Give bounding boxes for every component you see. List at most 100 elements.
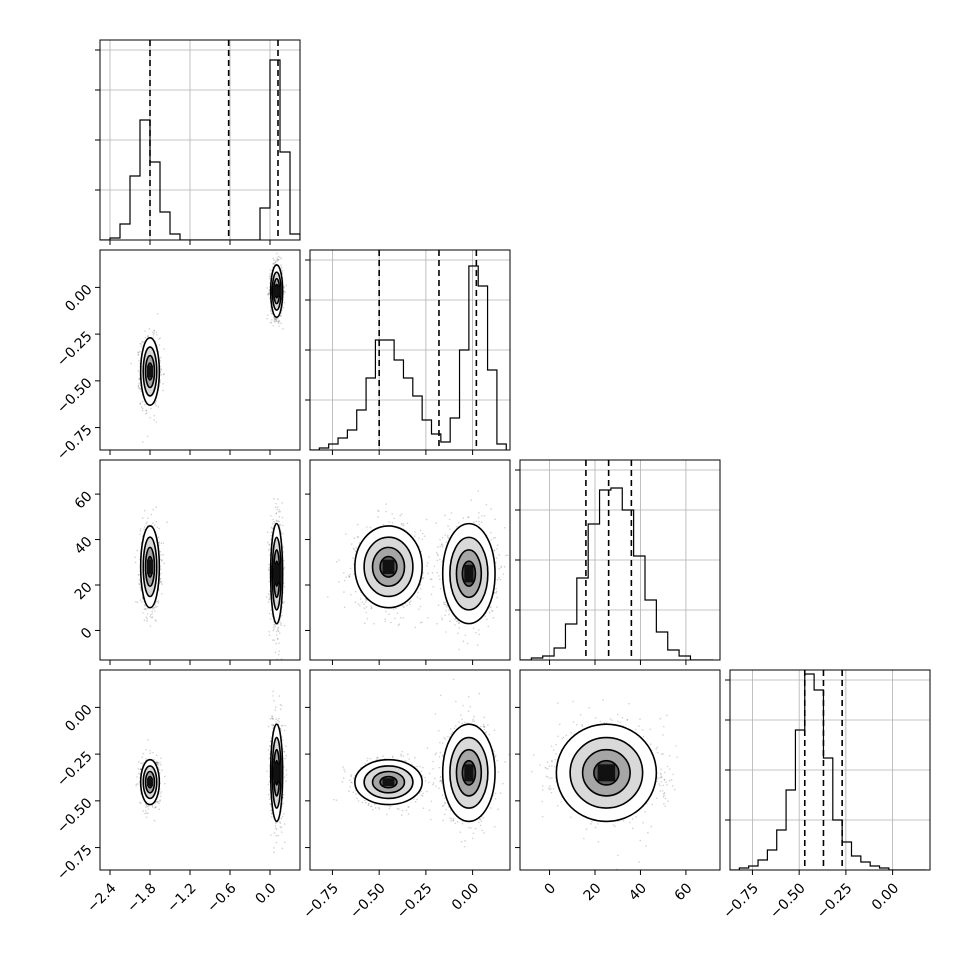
sample-point: [139, 402, 142, 405]
sample-point: [417, 591, 419, 594]
sample-point: [139, 533, 141, 536]
hist-panel-4: [725, 669, 931, 875]
sample-point: [158, 337, 160, 340]
sample-point: [272, 518, 274, 521]
sample-point: [159, 360, 162, 362]
sample-point: [409, 603, 411, 606]
sample-point: [156, 526, 159, 528]
sample-point: [283, 290, 286, 293]
sample-point: [274, 318, 276, 320]
sample-point: [282, 306, 285, 309]
sample-point: [160, 560, 163, 562]
sample-point: [275, 634, 278, 636]
sample-point: [275, 318, 277, 321]
sample-point: [155, 600, 158, 603]
sample-point: [139, 586, 142, 589]
sample-point: [139, 387, 142, 390]
contour-line-2: [271, 536, 282, 611]
sample-point: [271, 319, 273, 321]
sample-point: [157, 600, 160, 602]
sample-point: [268, 569, 270, 572]
sample-point: [138, 583, 141, 586]
sample-point: [145, 409, 148, 412]
sample-point: [270, 609, 273, 611]
sample-point: [283, 301, 286, 304]
sample-point: [138, 360, 140, 362]
sample-point: [139, 388, 142, 391]
sample-point: [142, 611, 144, 614]
sample-point: [433, 565, 436, 568]
sample-point: [438, 558, 441, 561]
sample-point: [276, 520, 278, 523]
sample-point: [143, 509, 146, 512]
sample-point: [160, 369, 163, 371]
sample-point: [274, 261, 276, 264]
sample-point: [145, 412, 148, 414]
sample-point: [277, 653, 280, 656]
sample-point: [445, 631, 447, 633]
sample-point: [365, 606, 368, 608]
sample-point: [144, 413, 147, 415]
histogram-1: [100, 59, 300, 240]
sample-point: [159, 337, 161, 339]
sample-point: [279, 523, 281, 526]
sample-point: [352, 547, 355, 550]
sample-point: [146, 435, 149, 438]
sample-point: [365, 611, 368, 614]
sample-point: [155, 506, 157, 509]
sample-point: [267, 293, 270, 295]
sample-point: [366, 526, 368, 528]
sample-point: [397, 624, 400, 627]
sample-point: [391, 521, 394, 524]
sample-point: [159, 558, 162, 561]
sample-point: [152, 336, 155, 339]
sample-point: [272, 262, 275, 265]
sample-point: [369, 526, 372, 529]
sample-point: [422, 532, 424, 535]
sample-point: [154, 604, 156, 606]
sample-point: [146, 521, 148, 523]
sample-point: [268, 289, 271, 291]
sample-point: [140, 345, 143, 347]
sample-point: [274, 624, 276, 626]
contour-line-1: [269, 522, 284, 625]
sample-point: [378, 510, 380, 513]
panel-grid: [95, 286, 271, 455]
sample-point: [402, 524, 405, 527]
sample-point: [266, 293, 269, 296]
sample-point: [143, 608, 146, 610]
sample-point: [159, 577, 162, 580]
sample-point: [419, 605, 422, 608]
sample-point: [377, 516, 379, 518]
sample-point: [363, 622, 366, 625]
sample-point: [276, 506, 279, 508]
sample-point: [265, 596, 268, 598]
sample-point: [157, 406, 160, 408]
sample-point: [394, 617, 396, 620]
sample-point: [395, 607, 397, 610]
sample-point: [141, 601, 143, 603]
sample-point: [385, 503, 387, 505]
sample-point: [388, 613, 390, 616]
sample-point: [357, 603, 360, 605]
sample-point: [154, 402, 156, 405]
sample-point: [266, 531, 269, 534]
sample-point: [162, 542, 165, 544]
sample-point: [266, 314, 269, 317]
sample-point: [276, 257, 279, 260]
sample-point: [413, 535, 416, 537]
sample-point: [277, 259, 280, 261]
sample-point: [282, 524, 284, 527]
sample-point: [354, 590, 357, 593]
sample-point: [147, 335, 149, 337]
sample-point: [268, 292, 271, 295]
sample-point: [146, 335, 149, 338]
sample-point: [363, 603, 365, 605]
sample-point: [273, 497, 275, 500]
sample-point: [348, 576, 351, 578]
sample-point: [268, 580, 271, 583]
panel-frame: [99, 459, 301, 661]
sample-point: [266, 287, 269, 289]
sample-point: [273, 319, 276, 321]
sample-point: [141, 441, 144, 443]
